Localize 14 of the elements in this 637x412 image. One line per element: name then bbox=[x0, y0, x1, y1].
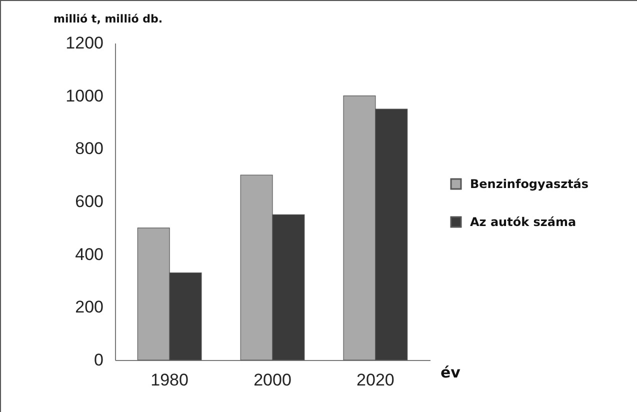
y-tick-label: 600 bbox=[75, 192, 104, 211]
legend-label: Az autók száma bbox=[470, 215, 576, 229]
x-tick-label: 1980 bbox=[150, 370, 188, 390]
x-axis-title: év bbox=[440, 364, 461, 382]
y-tick-label: 800 bbox=[75, 139, 104, 158]
y-axis-title: millió t, millió db. bbox=[54, 12, 163, 26]
legend-label: Benzinfogyasztás bbox=[470, 177, 589, 191]
y-tick-label: 200 bbox=[75, 298, 104, 317]
y-tick-label: 0 bbox=[94, 350, 104, 370]
x-tick-label: 2000 bbox=[254, 370, 292, 390]
y-tick-label: 1000 bbox=[66, 86, 104, 106]
y-tick-label: 1200 bbox=[66, 34, 104, 52]
y-tick-label: 400 bbox=[75, 244, 104, 264]
x-tick-label: 2020 bbox=[356, 370, 394, 390]
